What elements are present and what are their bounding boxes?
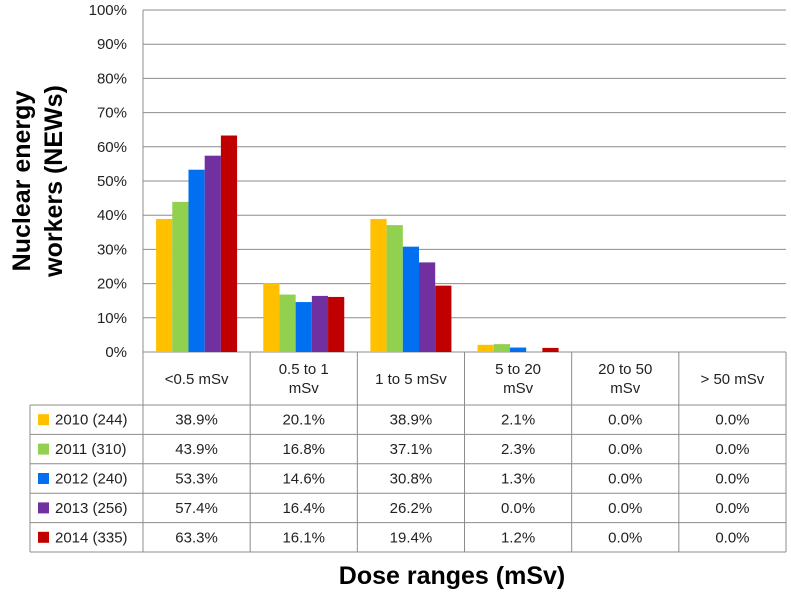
table-cell: 1.2% xyxy=(501,529,535,546)
category-label: 20 to 50 mSv xyxy=(598,361,652,397)
y-tick-label: 20% xyxy=(97,276,127,293)
bar xyxy=(542,347,559,352)
x-axis-title: Dose ranges (mSv) xyxy=(339,562,565,590)
table-cell: 2.1% xyxy=(501,412,535,429)
y-tick-label: 10% xyxy=(97,310,127,327)
data-table: 2010 (244) 38.9% 20.1% 38.9% 2.1% 0.0% 0.0% 201… xyxy=(29,352,787,553)
bar xyxy=(204,155,221,352)
y-tick-label: 30% xyxy=(97,241,127,258)
legend-series-label: 2013 (256) xyxy=(55,500,128,517)
bar xyxy=(295,302,312,352)
table-cell: 0.0% xyxy=(715,500,749,517)
legend-series-label: 2010 (244) xyxy=(55,412,128,429)
table-cell: 43.9% xyxy=(175,441,218,458)
table-cell: 38.9% xyxy=(390,412,433,429)
table-cell: 0.0% xyxy=(608,529,642,546)
bar xyxy=(386,225,403,352)
table-cell: 38.9% xyxy=(175,412,218,429)
table-cell: 0.0% xyxy=(608,471,642,488)
bar xyxy=(435,285,452,352)
table-cell: 53.3% xyxy=(175,471,218,488)
bar xyxy=(477,344,494,352)
y-tick-label: 80% xyxy=(97,70,127,87)
legend-swatch xyxy=(38,531,49,543)
bar xyxy=(328,296,345,352)
bar xyxy=(220,135,238,352)
category-label: 0.5 to 1 mSv xyxy=(279,361,329,397)
legend-swatch xyxy=(38,502,49,514)
y-tick-label: 40% xyxy=(97,207,127,224)
legend-series-label: 2011 (310) xyxy=(55,441,126,458)
table-cell: 16.1% xyxy=(282,529,325,546)
table-cell: 2.3% xyxy=(501,441,535,458)
table-cell: 30.8% xyxy=(390,471,433,488)
y-tick-label: 50% xyxy=(97,173,127,190)
category-label: 5 to 20 mSv xyxy=(495,361,541,397)
bar xyxy=(279,294,296,352)
bar xyxy=(493,344,510,352)
bars xyxy=(156,135,559,352)
y-tick-label: 0% xyxy=(105,344,127,361)
y-tick-label: 90% xyxy=(97,36,127,53)
legend-swatch xyxy=(38,473,49,484)
category-label: > 50 mSv xyxy=(701,371,765,388)
table-cell: 57.4% xyxy=(175,500,218,517)
y-tick-label: 100% xyxy=(89,2,127,19)
bar xyxy=(370,218,387,352)
category-label: <0.5 mSv xyxy=(165,371,229,388)
table-cell: 19.4% xyxy=(390,529,433,546)
y-axis-title: Nuclear energy workers (NEWs) xyxy=(8,85,68,278)
table-cell: 20.1% xyxy=(282,412,325,429)
table-cell: 14.6% xyxy=(282,471,325,488)
table-cell: 0.0% xyxy=(608,500,642,517)
table-cell: 1.3% xyxy=(501,471,535,488)
bar xyxy=(311,295,329,352)
bar xyxy=(263,283,280,352)
y-tick-label: 60% xyxy=(97,139,127,156)
bar xyxy=(419,262,436,352)
y-axis-ticks: 0% 10% 20% 30% 40% 50% 60% 70% 80% 90% 100% xyxy=(89,2,127,361)
table-cell: 63.3% xyxy=(175,529,218,546)
legend-swatch xyxy=(38,414,49,426)
bar xyxy=(188,169,205,352)
table-cell: 0.0% xyxy=(608,441,642,458)
y-tick-label: 70% xyxy=(97,105,127,122)
table-cell: 0.0% xyxy=(501,500,535,517)
table-cell: 0.0% xyxy=(608,412,642,429)
bar xyxy=(402,246,420,352)
table-cell: 0.0% xyxy=(715,529,749,546)
table-cell: 0.0% xyxy=(715,441,749,458)
gridlines xyxy=(142,9,786,353)
legend-series-label: 2014 (335) xyxy=(55,529,128,546)
bar xyxy=(509,347,527,352)
category-label: 1 to 5 mSv xyxy=(375,371,447,388)
table-cell: 0.0% xyxy=(715,412,749,429)
table-cell: 26.2% xyxy=(390,500,433,517)
table-cell: 16.4% xyxy=(282,500,325,517)
bar xyxy=(172,201,189,352)
category-labels: <0.5 mSv 0.5 to 1 mSv 1 to 5 mSv 5 to 20 mSv 2… xyxy=(165,361,765,397)
bar xyxy=(156,218,173,352)
legend-series-label: 2012 (240) xyxy=(55,471,128,488)
table-cell: 37.1% xyxy=(390,441,433,458)
table-cell: 0.0% xyxy=(715,471,749,488)
legend-swatch xyxy=(38,443,49,455)
table-cell: 16.8% xyxy=(282,441,325,458)
